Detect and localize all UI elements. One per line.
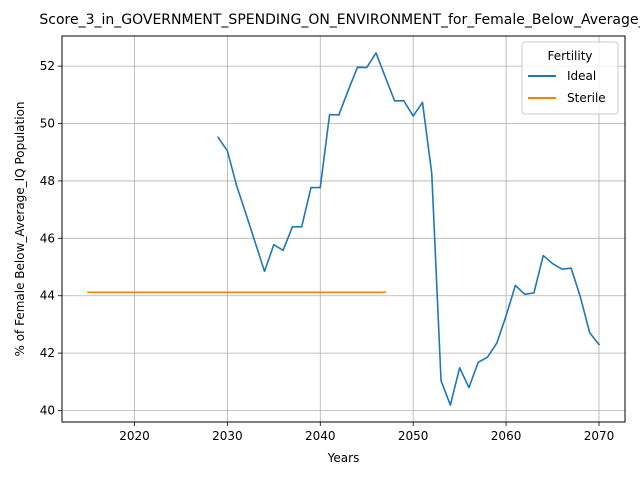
x-axis: 2020 2030 2040 2050 2060 2070 (119, 422, 614, 443)
legend-label-sterile: Sterile (567, 91, 606, 105)
series-line-ideal (216, 52, 601, 406)
x-tick-label: 2030 (212, 429, 243, 443)
y-tick-label: 48 (40, 174, 55, 188)
x-tick-label: 2050 (398, 429, 429, 443)
chart-title: Score_3_in_GOVERNMENT_SPENDING_ON_ENVIRO… (39, 12, 640, 28)
x-axis-label: Years (327, 451, 360, 465)
y-tick-label: 46 (40, 231, 55, 245)
legend: Fertility Ideal Sterile (521, 41, 619, 115)
x-tick-label: 2060 (491, 429, 522, 443)
y-axis: 40 42 44 46 48 50 52 (40, 59, 62, 418)
y-axis-label: % of Female Below_Average_IQ Population (13, 101, 27, 356)
legend-box (521, 41, 619, 115)
grid-lines (62, 36, 625, 422)
series-layer (87, 52, 601, 406)
legend-title: Fertility (547, 49, 592, 63)
y-tick-label: 40 (40, 404, 55, 418)
y-tick-label: 42 (40, 346, 55, 360)
plot-frame (61, 35, 626, 423)
y-tick-label: 50 (40, 117, 55, 131)
x-tick-label: 2020 (119, 429, 150, 443)
legend-label-ideal: Ideal (567, 69, 596, 83)
x-tick-label: 2040 (305, 429, 336, 443)
y-tick-label: 52 (40, 59, 55, 73)
x-tick-label: 2070 (584, 429, 615, 443)
y-tick-label: 44 (40, 289, 55, 303)
